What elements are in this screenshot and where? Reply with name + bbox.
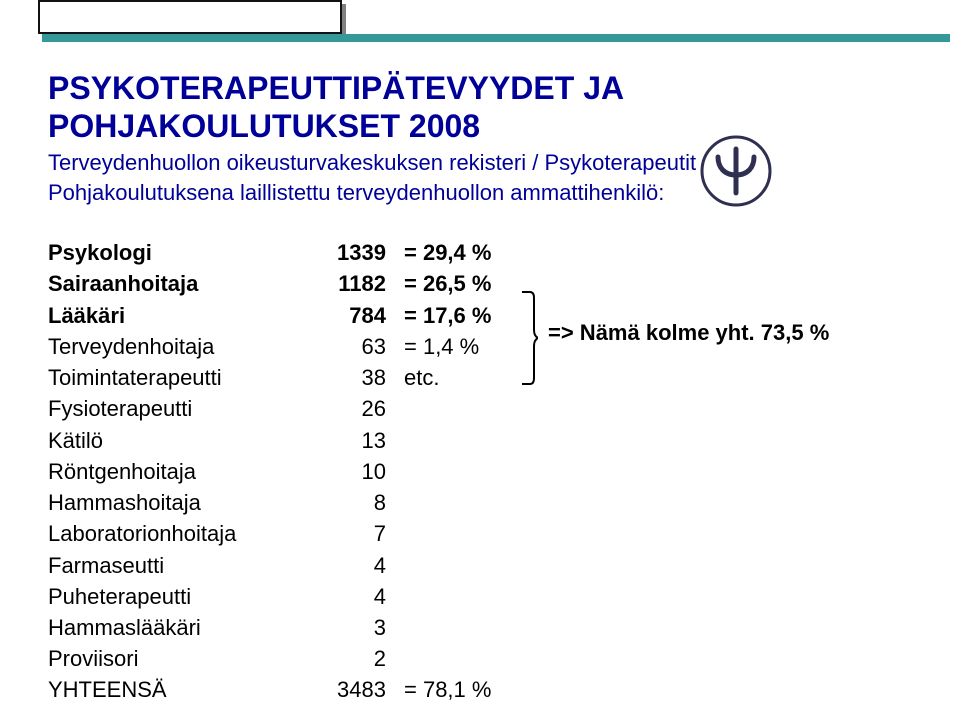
row-value: 63 [308, 331, 404, 362]
table-row: Psykologi1339= 29,4 % [48, 237, 912, 268]
row-value: 10 [308, 456, 404, 487]
row-percent [404, 518, 494, 549]
data-table: Psykologi1339= 29,4 %Sairaanhoitaja1182=… [48, 237, 912, 706]
row-label: Proviisori [48, 643, 308, 674]
row-value: 7 [308, 518, 404, 549]
table-row: Fysioterapeutti26 [48, 393, 912, 424]
row-percent [404, 550, 494, 581]
accent-bar [42, 34, 950, 42]
bracket-icon [520, 290, 538, 386]
row-label: YHTEENSÄ [48, 674, 308, 705]
table-row: Toimintaterapeutti38etc. [48, 362, 912, 393]
table-row: Kätilö13 [48, 425, 912, 456]
table-row: Proviisori2 [48, 643, 912, 674]
row-percent [404, 456, 494, 487]
row-label: Lääkäri [48, 300, 308, 331]
row-value: 38 [308, 362, 404, 393]
row-label: Hammaslääkäri [48, 612, 308, 643]
row-percent [404, 393, 494, 424]
row-percent [404, 612, 494, 643]
table-row: Hammashoitaja8 [48, 487, 912, 518]
row-label: Röntgenhoitaja [48, 456, 308, 487]
row-label: Toimintaterapeutti [48, 362, 308, 393]
row-percent [404, 581, 494, 612]
table-row: Farmaseutti4 [48, 550, 912, 581]
row-value: 26 [308, 393, 404, 424]
row-value: 1182 [308, 268, 404, 299]
table-row: YHTEENSÄ3483= 78,1 % [48, 674, 912, 705]
row-percent: = 1,4 % [404, 331, 494, 362]
row-value: 13 [308, 425, 404, 456]
row-percent [404, 487, 494, 518]
row-label: Farmaseutti [48, 550, 308, 581]
row-value: 2 [308, 643, 404, 674]
row-value: 4 [308, 550, 404, 581]
row-percent [404, 643, 494, 674]
table-row: Puheterapeutti4 [48, 581, 912, 612]
row-percent: = 26,5 % [404, 268, 494, 299]
row-percent: = 78,1 % [404, 674, 494, 705]
row-percent: etc. [404, 362, 494, 393]
table-row: Hammaslääkäri3 [48, 612, 912, 643]
row-percent [404, 425, 494, 456]
row-label: Sairaanhoitaja [48, 268, 308, 299]
row-value: 4 [308, 581, 404, 612]
row-value: 784 [308, 300, 404, 331]
row-percent: = 17,6 % [404, 300, 494, 331]
row-label: Kätilö [48, 425, 308, 456]
table-row: Laboratorionhoitaja7 [48, 518, 912, 549]
row-label: Fysioterapeutti [48, 393, 308, 424]
row-value: 1339 [308, 237, 404, 268]
row-label: Terveydenhoitaja [48, 331, 308, 362]
subtitle-line-1: Terveydenhuollon oikeusturvakeskuksen re… [48, 150, 912, 177]
table-row: Röntgenhoitaja10 [48, 456, 912, 487]
row-value: 8 [308, 487, 404, 518]
row-value: 3483 [308, 674, 404, 705]
content-area: PSYKOTERAPEUTTIPÄTEVYYDET JA POHJAKOULUT… [48, 70, 912, 706]
title-line-2: POHJAKOULUTUKSET 2008 [48, 108, 912, 146]
row-label: Laboratorionhoitaja [48, 518, 308, 549]
row-label: Psykologi [48, 237, 308, 268]
brace-note: => Nämä kolme yht. 73,5 % [548, 320, 829, 346]
row-label: Hammashoitaja [48, 487, 308, 518]
row-label: Puheterapeutti [48, 581, 308, 612]
row-value: 3 [308, 612, 404, 643]
subtitle-line-2: Pohjakoulutuksena laillistettu terveyden… [48, 180, 912, 207]
banner-box [38, 0, 342, 34]
row-percent: = 29,4 % [404, 237, 494, 268]
title-line-1: PSYKOTERAPEUTTIPÄTEVYYDET JA [48, 70, 912, 108]
table-row: Sairaanhoitaja1182= 26,5 % [48, 268, 912, 299]
